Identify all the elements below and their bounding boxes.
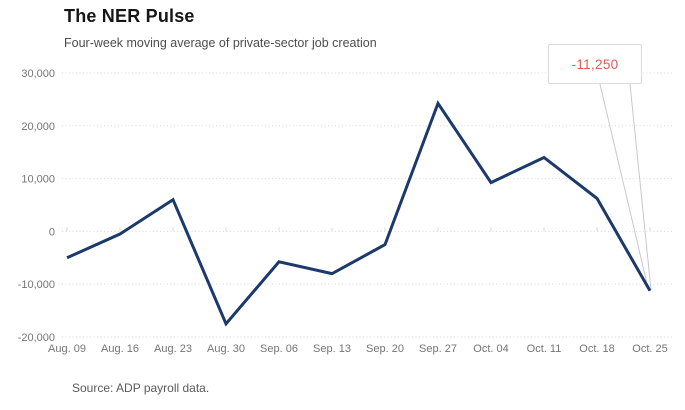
- x-tick-label: Oct. 25: [632, 343, 667, 355]
- x-tick-label: Oct. 04: [473, 343, 508, 355]
- y-tick-label: 10,000: [21, 174, 55, 186]
- y-tick-label: -10,000: [18, 279, 55, 291]
- chart-title: The NER Pulse: [64, 6, 195, 26]
- callout-tail-right: [629, 83, 652, 290]
- chart-subtitle: Four-week moving average of private-sect…: [64, 36, 377, 50]
- x-tick-label: Aug. 16: [101, 343, 139, 355]
- annotation-callout: -11,250: [548, 44, 642, 84]
- source-note: Source: ADP payroll data.: [72, 381, 210, 395]
- x-tick-label: Oct. 18: [579, 343, 614, 355]
- y-tick-label: 20,000: [21, 121, 55, 133]
- y-tick-label: -20,000: [18, 332, 55, 344]
- x-tick-label: Sep. 27: [419, 343, 457, 355]
- x-tick-label: Sep. 06: [260, 343, 298, 355]
- y-tick-label: 30,000: [21, 68, 55, 80]
- x-tick-label: Aug. 23: [154, 343, 192, 355]
- annotation-value-label: -11,250: [571, 56, 619, 72]
- x-tick-label: Sep. 13: [313, 343, 351, 355]
- y-tick-label: 0: [49, 226, 55, 238]
- x-tick-label: Oct. 11: [527, 343, 562, 355]
- x-tick-label: Sep. 20: [366, 343, 404, 355]
- x-tick-label: Aug. 09: [48, 343, 86, 355]
- x-tick-label: Aug. 30: [207, 343, 245, 355]
- data-line: [66, 100, 652, 327]
- callout-tail-left: [599, 83, 649, 288]
